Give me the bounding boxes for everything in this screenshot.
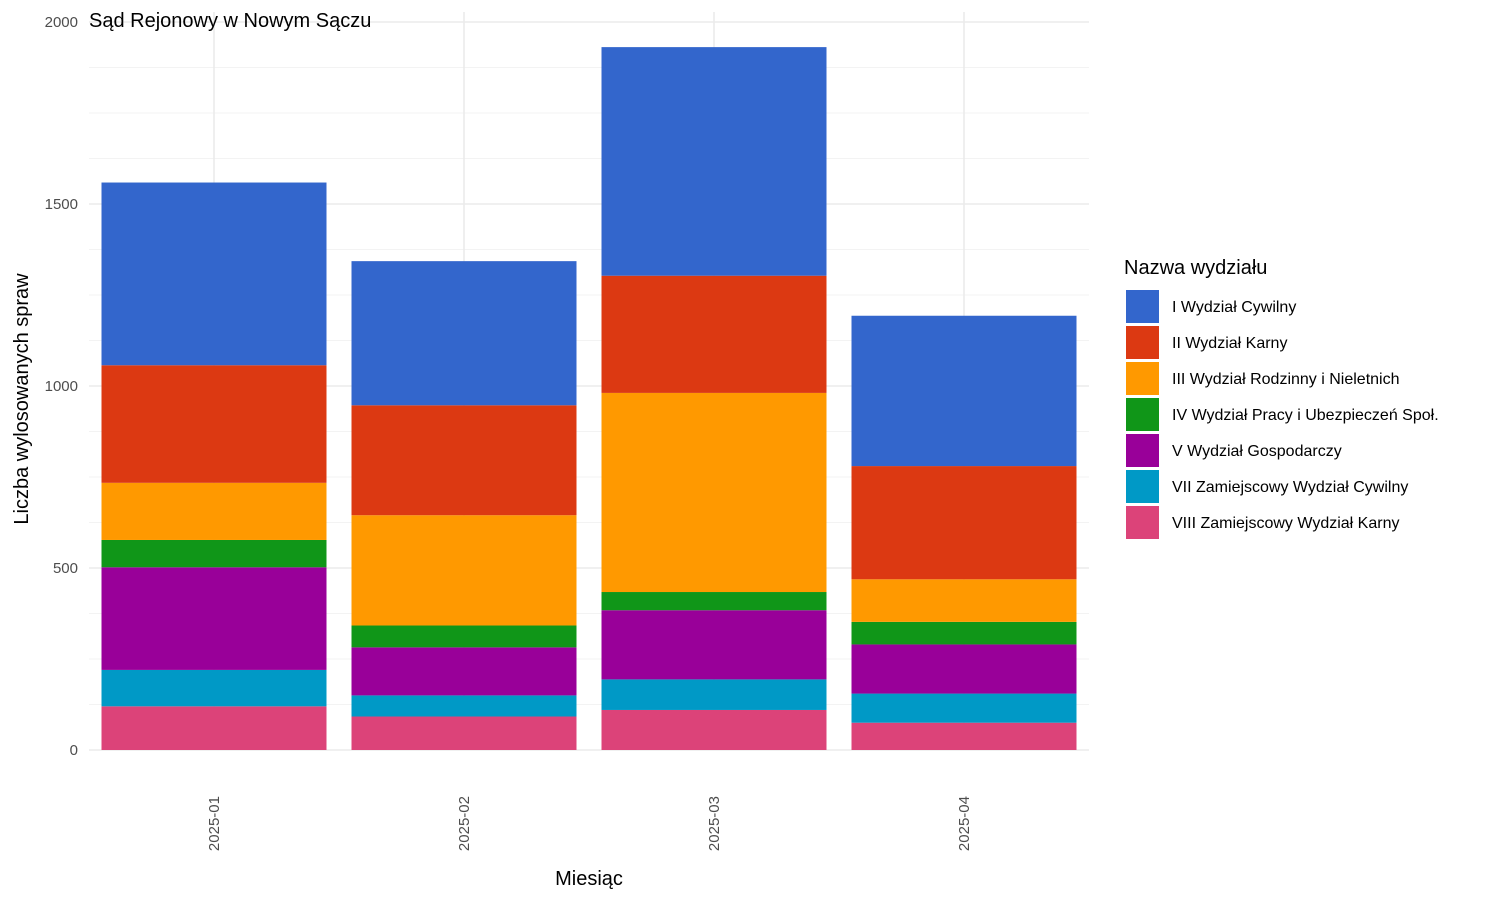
bar-segment	[851, 644, 1077, 694]
bar-segment	[101, 669, 327, 707]
x-axis-title: Miesiąc	[555, 868, 623, 890]
bar-segment	[351, 647, 577, 696]
bar-segment	[101, 567, 327, 670]
legend-label: VII Zamiejscowy Wydział Cywilny	[1172, 479, 1408, 496]
x-tick-label: 2025-03	[706, 796, 723, 851]
bar-segment	[851, 579, 1077, 622]
x-tick-label: 2025-04	[956, 796, 973, 851]
bar-segment	[851, 315, 1077, 467]
y-tick-label: 1500	[45, 196, 78, 213]
bar-segment	[101, 482, 327, 540]
y-tick-label: 500	[53, 560, 78, 577]
bar-segment	[601, 709, 827, 750]
legend-label: IV Wydział Pracy i Ubezpieczeń Społ.	[1172, 407, 1439, 424]
x-tick-label: 2025-01	[206, 796, 223, 851]
chart-title: Sąd Rejonowy w Nowym Sączu	[89, 10, 371, 32]
y-tick-label: 2000	[45, 14, 78, 31]
bar-segment	[851, 722, 1077, 750]
bar-segment	[351, 261, 577, 406]
y-tick-label: 0	[70, 742, 78, 759]
bar-segment	[351, 716, 577, 750]
legend-label: V Wydział Gospodarczy	[1172, 443, 1342, 460]
y-tick-label: 1000	[45, 378, 78, 395]
legend-label: I Wydział Cywilny	[1172, 299, 1296, 316]
bar-segment	[351, 625, 577, 648]
bar-segment	[601, 610, 827, 680]
x-tick-label: 2025-02	[456, 796, 473, 851]
bar-segment	[101, 706, 327, 750]
legend-label: VIII Zamiejscowy Wydział Karny	[1172, 515, 1399, 532]
bar-segment	[601, 592, 827, 611]
bar-segment	[351, 405, 577, 516]
bar-segment	[601, 275, 827, 393]
legend-swatch	[1126, 506, 1159, 539]
bar-segment	[601, 392, 827, 593]
bars	[101, 47, 1077, 750]
y-axis-ticks: 0 500 1000 1500 2000	[45, 14, 78, 759]
y-axis-title: Liczba wylosowanych spraw	[11, 273, 33, 525]
x-axis-ticks: 2025-01 2025-02 2025-03 2025-04	[206, 796, 973, 851]
bar-segment	[851, 693, 1077, 723]
bar-segment	[851, 466, 1077, 580]
legend-swatch	[1126, 290, 1159, 323]
bar-segment	[601, 47, 827, 276]
bar-segment	[101, 539, 327, 568]
legend-swatch	[1126, 362, 1159, 395]
legend-swatch	[1126, 398, 1159, 431]
bar-segment	[101, 182, 327, 366]
legend: Nazwa wydziału I Wydział Cywilny II Wydzi…	[1124, 257, 1439, 539]
bar-segment	[351, 695, 577, 717]
legend-label: II Wydział Karny	[1172, 335, 1287, 352]
legend-swatch	[1126, 434, 1159, 467]
legend-swatch	[1126, 326, 1159, 359]
legend-label: III Wydział Rodzinny i Nieletnich	[1172, 371, 1400, 388]
legend-title: Nazwa wydziału	[1124, 257, 1267, 279]
bar-segment	[351, 515, 577, 626]
bar-segment	[101, 365, 327, 483]
bar-segment	[601, 679, 827, 710]
legend-items: I Wydział Cywilny II Wydział Karny III Wyd…	[1126, 290, 1439, 539]
bar-segment	[851, 621, 1077, 645]
legend-swatch	[1126, 470, 1159, 503]
